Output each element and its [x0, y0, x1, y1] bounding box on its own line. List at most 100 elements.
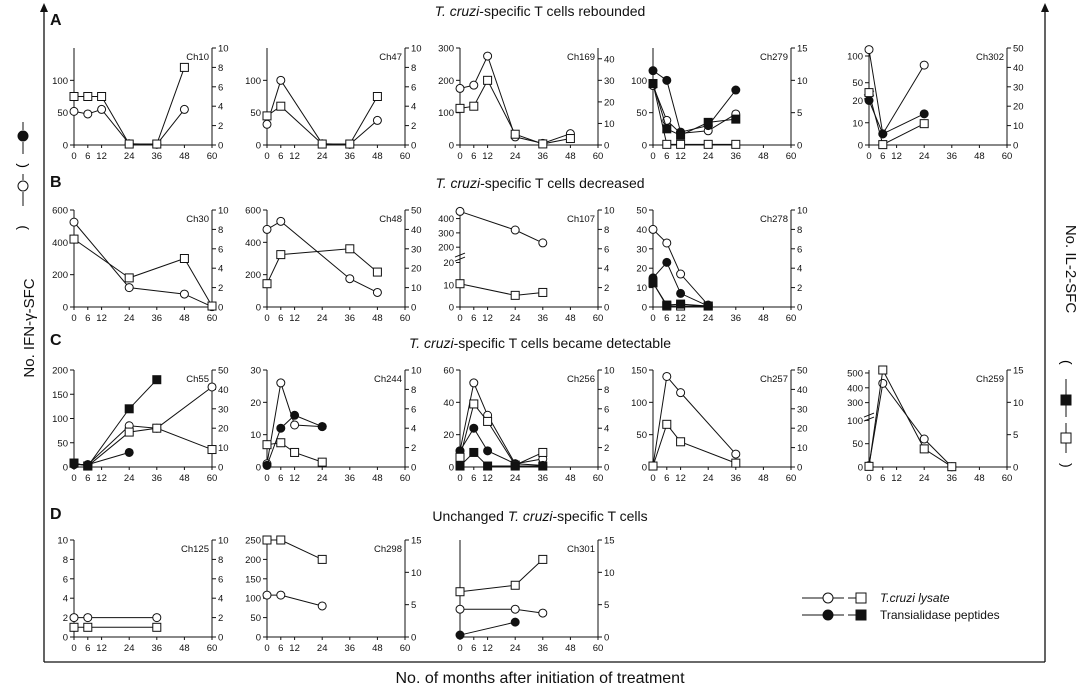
ch244-title: Ch244: [374, 374, 402, 385]
ch302-il-2-lysate-point: [919, 119, 929, 129]
ch298-left-tick-label: 100: [245, 594, 261, 605]
ch107-il-2-lysate-point: [510, 290, 520, 300]
ch279-x-tick-label: 24: [703, 151, 714, 162]
ch257-right-tick-label: 20: [797, 424, 808, 435]
ch107-left-tick-label: 300: [438, 228, 454, 239]
ch55-left-tick-label: 200: [52, 366, 68, 377]
ch48-left-tick-label: 400: [245, 238, 261, 249]
legend-open-square-icon: [855, 592, 867, 604]
ch302-title: Ch302: [976, 52, 1004, 63]
y-left-paren-open: (: [13, 163, 29, 168]
ch30-right-tick-label: 4: [218, 264, 223, 275]
ch169-right-tick-label: 10: [604, 119, 615, 130]
ch125-left-tick-label: 6: [63, 574, 68, 585]
ch30-right-tick-label: 0: [218, 303, 223, 314]
ch259-left-tick-label: 50: [852, 439, 863, 450]
ch125-right-tick-label: 8: [218, 555, 223, 566]
ch301-il-2-lysate-point: [538, 554, 548, 564]
ch302-il-2-lysate-point: [878, 140, 888, 150]
ch257-ifn-lysate-point: [662, 371, 672, 381]
ch107-left-tick-label: 20: [443, 258, 454, 269]
ch259-right-tick-label: 15: [1013, 366, 1024, 377]
section-letter-c: C: [50, 332, 62, 349]
ch259-x-tick-label: 48: [974, 473, 985, 484]
ch169-title: Ch169: [567, 52, 595, 63]
ch48-ifn-lysate-point: [262, 224, 272, 234]
ch257-il-2-lysate-point: [648, 461, 658, 471]
ch55-il-2-peptides-point: [69, 458, 79, 468]
y-right-open-square-icon: [1060, 432, 1072, 444]
ch279-ifn-peptides-point: [731, 85, 741, 95]
ch48-x-tick-label: 24: [317, 313, 328, 324]
ch48-il-2-lysate-point: [262, 279, 272, 289]
ch278-right-tick-label: 2: [797, 283, 802, 294]
ch10-ifn-lysate-point: [97, 104, 107, 114]
ch244-ifn-peptides-line: [266, 414, 323, 466]
ch244-right-tick-label: 2: [411, 443, 416, 454]
ch301-ifn-lysate-line: [460, 608, 543, 614]
ch302-left-tick-label: 100: [847, 52, 863, 63]
ch244-ifn-peptides-point: [262, 460, 272, 470]
ch10-x-tick-label: 0: [71, 151, 76, 162]
x-axis-label: No. of months after initiation of treatm…: [395, 670, 685, 687]
ch256-ifn-lysate-point: [469, 378, 479, 388]
ch256-x-tick-label: 6: [471, 473, 476, 484]
ch48-x-tick-label: 12: [289, 313, 300, 324]
ch279-x-tick-label: 36: [731, 151, 742, 162]
ch302-ifn-peptides-point: [919, 109, 929, 119]
ch278-x-tick-label: 48: [758, 313, 769, 324]
ch30-left-tick-label: 0: [63, 303, 68, 314]
ch125-x-tick-label: 24: [124, 643, 135, 654]
ch10-il-2-lysate-point: [124, 139, 134, 149]
ch244-x-tick-label: 24: [317, 473, 328, 484]
ch107-title: Ch107: [567, 214, 595, 225]
ch107-right-tick-label: 8: [604, 225, 609, 236]
ch244-il-2-lysate-point: [276, 438, 286, 448]
ch125-il-2-lysate-point: [83, 622, 93, 632]
ch244-left-tick-label: 0: [256, 463, 261, 474]
ch244-left-tick-label: 10: [250, 430, 261, 441]
legend-markers: [802, 592, 867, 621]
ch47-x-tick-label: 12: [289, 151, 300, 162]
ch55-il-2-lysate-line: [73, 427, 213, 467]
ch55-il-2-lysate-point: [124, 427, 134, 437]
y-right-paren-close: ): [1059, 463, 1075, 468]
ch257-right-tick-label: 0: [797, 463, 802, 474]
ch279-right-tick-label: 10: [797, 76, 808, 87]
ch278-right-tick-label: 0: [797, 303, 802, 314]
ch278-x-tick-label: 36: [731, 313, 742, 324]
ch244-ifn-lysate-line: [266, 382, 323, 464]
ch278-left-tick-label: 30: [636, 244, 647, 255]
ch259-il-2-lysate-point: [947, 462, 957, 472]
ch279-il-2-lysate-point: [703, 139, 713, 149]
ch55-il-2-peptides-point: [124, 404, 134, 414]
legend-peptides-label: Transialidase peptides: [880, 608, 1000, 622]
ch244-right-tick-label: 10: [411, 366, 422, 377]
ch257-x-tick-label: 12: [675, 473, 686, 484]
ch256-il-2-peptides-point: [538, 461, 548, 471]
ch301-right-tick-label: 15: [604, 536, 615, 547]
ch278-left-tick-label: 20: [636, 264, 647, 275]
ch259-ifn-lysate-line: [868, 382, 953, 468]
ch259-il-2-lysate-point: [878, 365, 888, 375]
ch169-x-tick-label: 0: [457, 151, 462, 162]
ch30-x-tick-label: 36: [152, 313, 163, 324]
ch257-left-tick-label: 50: [636, 430, 647, 441]
ch301-x-tick-label: 48: [565, 643, 576, 654]
ch259-il-2-lysate-point: [919, 444, 929, 454]
ch256-ifn-peptides-line: [459, 427, 543, 466]
ch169-right-tick-label: 40: [604, 54, 615, 65]
ch278-ifn-lysate-point: [676, 269, 686, 279]
ch278-right-tick-label: 4: [797, 264, 802, 275]
ch301-x-tick-label: 0: [457, 643, 462, 654]
ch169-right-tick-label: 0: [604, 141, 609, 152]
ch125-right-tick-label: 6: [218, 574, 223, 585]
ch107-right-tick-label: 2: [604, 283, 609, 294]
ch302-left-tick-label: 10: [852, 118, 863, 129]
section-title-a-italic: T. cruzi: [434, 3, 480, 19]
ch298-x-tick-label: 60: [400, 643, 411, 654]
